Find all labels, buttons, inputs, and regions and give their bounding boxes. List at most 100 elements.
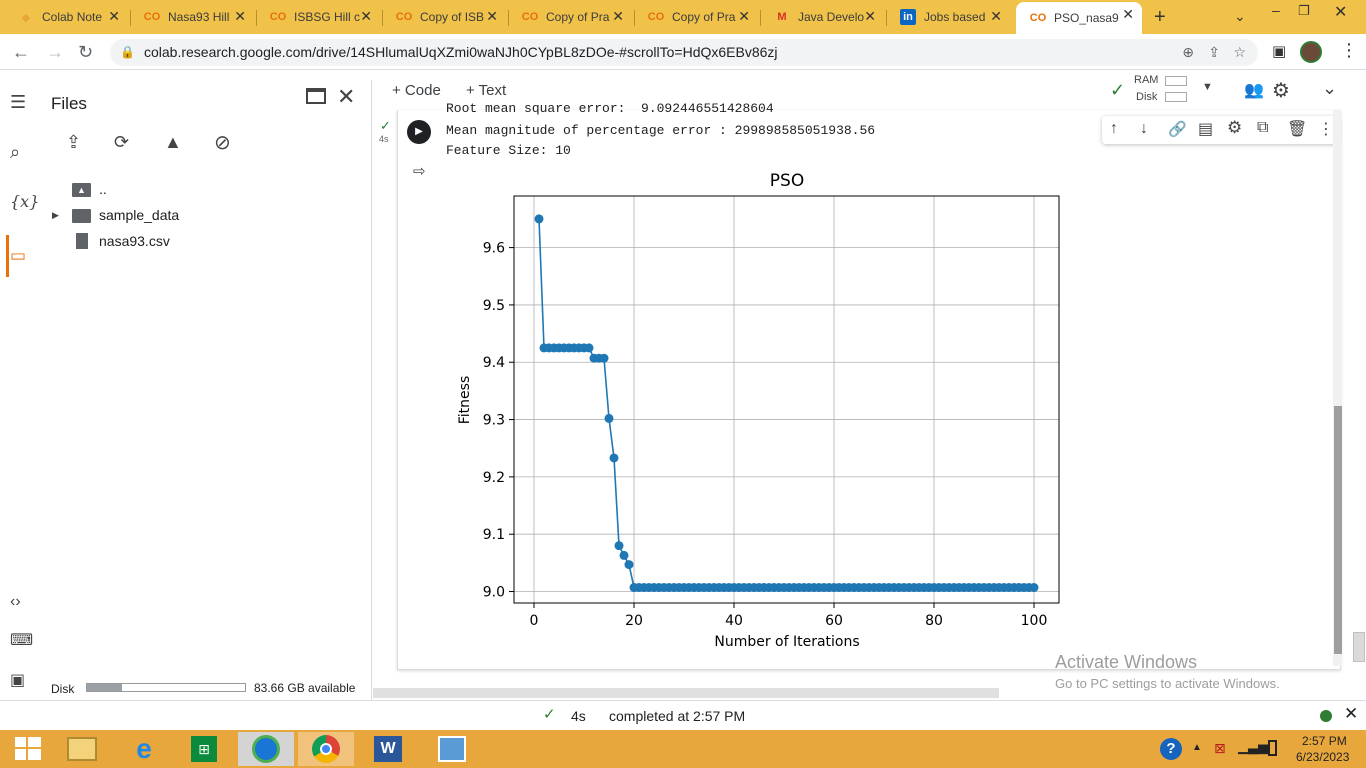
bookmark-star-icon[interactable]: ☆ xyxy=(1233,44,1246,60)
close-window-button[interactable]: ✕ xyxy=(1334,4,1348,21)
close-tab-icon[interactable]: ✕ xyxy=(234,8,246,24)
code-snippets-icon[interactable]: ‹› xyxy=(10,593,21,610)
tab-title: Java Develo xyxy=(798,10,865,24)
close-tab-icon[interactable]: ✕ xyxy=(738,8,750,24)
delete-cell-icon[interactable]: 🗑 xyxy=(1287,121,1308,138)
zoom-icon[interactable]: ⊕ xyxy=(1182,44,1194,60)
mirror-cell-icon[interactable]: ⧉ xyxy=(1257,119,1269,136)
new-tab-button[interactable]: + xyxy=(1154,6,1166,28)
edge-browser-icon[interactable] xyxy=(238,732,294,766)
tab-search-icon[interactable]: ⌄ xyxy=(1234,8,1246,24)
output-line-feature-size: Feature Size: 10 xyxy=(446,143,571,158)
photos-app-icon[interactable] xyxy=(424,732,480,766)
browser-tab[interactable]: in Jobs based ✕ xyxy=(886,4,1010,30)
variables-icon[interactable]: {x} xyxy=(10,192,40,211)
browser-tab[interactable]: CO Copy of Pra ✕ xyxy=(634,4,758,30)
close-tab-icon[interactable]: ✕ xyxy=(990,8,1002,24)
close-panel-icon[interactable]: ✕ xyxy=(337,84,356,109)
profile-avatar[interactable] xyxy=(1300,41,1322,63)
refresh-folder-icon[interactable]: ⟳ xyxy=(114,132,130,152)
file-explorer-icon[interactable] xyxy=(54,732,110,766)
cell-success-check-icon: ✓ xyxy=(380,118,391,133)
close-tab-icon[interactable]: ✕ xyxy=(864,8,876,24)
store-icon[interactable]: ⊞ xyxy=(176,732,232,766)
close-tab-icon[interactable]: ✕ xyxy=(486,8,498,24)
output-menu-icon[interactable]: ⇨ xyxy=(413,163,426,180)
battery-icon[interactable] xyxy=(1268,740,1277,756)
upload-file-icon[interactable]: ⇪ xyxy=(66,132,82,152)
tab-title: Colab Note xyxy=(42,10,103,24)
y-tick-label: 9.6 xyxy=(483,241,505,257)
forward-arrow-icon[interactable]: → xyxy=(46,42,64,62)
clock-time[interactable]: 2:57 PM xyxy=(1302,734,1347,748)
collapse-chevron-icon[interactable]: ⌄ xyxy=(1322,78,1338,98)
settings-gear-icon[interactable]: ⚙ xyxy=(1272,80,1290,102)
reload-icon[interactable]: ↻ xyxy=(78,42,94,62)
clock-date[interactable]: 6/23/2023 xyxy=(1296,750,1350,764)
file-tree-item[interactable]: ▲.. xyxy=(50,178,350,202)
browser-tab[interactable]: CO Copy of Pra ✕ xyxy=(508,4,632,30)
expand-caret-icon[interactable]: ▶ xyxy=(52,210,59,220)
disk-meter[interactable] xyxy=(1165,92,1187,102)
add-comment-icon[interactable]: ▤ xyxy=(1198,121,1214,138)
hide-files-icon[interactable]: ⊘ xyxy=(214,132,231,154)
tab-separator xyxy=(256,10,257,26)
move-cell-down-icon[interactable]: ↓ xyxy=(1140,120,1148,137)
browser-menu-icon[interactable]: ⋮ xyxy=(1340,40,1358,60)
share-icon[interactable]: ⇪ xyxy=(1208,44,1220,60)
move-cell-up-icon[interactable]: ↑ xyxy=(1110,120,1118,137)
search-icon[interactable]: ⌕ xyxy=(10,142,21,162)
command-palette-icon[interactable]: ⌨ xyxy=(10,632,34,649)
link-to-cell-icon[interactable]: 🔗 xyxy=(1168,121,1187,138)
close-tab-icon[interactable]: ✕ xyxy=(612,8,624,24)
mount-drive-icon[interactable]: ▲ xyxy=(164,132,182,152)
tab-separator xyxy=(382,10,383,26)
open-in-tab-icon[interactable] xyxy=(306,88,326,104)
folder-icon[interactable]: ▭ xyxy=(10,246,27,265)
internet-explorer-icon[interactable]: e xyxy=(136,733,152,764)
browser-tab[interactable]: ◆ Colab Note ✕ xyxy=(4,4,128,30)
add-code-button[interactable]: + Code xyxy=(392,82,441,99)
runtime-dropdown-icon[interactable]: ▼ xyxy=(1202,81,1213,93)
file-tree-item[interactable]: ▶ sample_data xyxy=(50,204,350,228)
browser-tab[interactable]: CO PSO_nasa9 ✕ xyxy=(1016,2,1142,34)
chart-title: PSO xyxy=(770,171,804,191)
cell-more-icon[interactable]: ⋮ xyxy=(1318,121,1334,138)
status-completed-text: completed at 2:57 PM xyxy=(609,708,746,724)
network-status-icon[interactable]: ⊠ xyxy=(1214,740,1226,756)
cell-settings-icon[interactable]: ⚙ xyxy=(1227,118,1243,137)
browser-tab[interactable]: CO Nasa93 Hill ✕ xyxy=(130,4,254,30)
colab-icon: CO xyxy=(1029,12,1047,24)
file-tree-item[interactable]: nasa93.csv xyxy=(50,230,350,254)
colab-icon: CO xyxy=(395,11,413,23)
minimize-window-button[interactable]: – xyxy=(1272,2,1280,18)
close-tab-icon[interactable]: ✕ xyxy=(360,8,372,24)
data-point xyxy=(599,353,609,363)
address-bar[interactable]: 🔒 colab.research.google.com/drive/14SHlu… xyxy=(110,39,1258,66)
table-of-contents-icon[interactable]: ☰ xyxy=(10,92,27,112)
run-cell-button[interactable]: ▶ xyxy=(407,120,431,144)
show-hidden-icons-icon[interactable]: ▲ xyxy=(1192,742,1202,753)
page-scrollbar-thumb[interactable] xyxy=(1353,632,1365,662)
restore-window-button[interactable]: ❐ xyxy=(1298,3,1310,18)
side-panel-icon[interactable]: ▣ xyxy=(1272,43,1287,60)
status-close-icon[interactable]: ✕ xyxy=(1344,704,1359,723)
output-scrollbar-track[interactable] xyxy=(1333,110,1341,666)
output-scrollbar-thumb[interactable] xyxy=(1334,406,1342,654)
help-icon[interactable]: ? xyxy=(1160,738,1182,760)
windows-start-icon[interactable] xyxy=(0,732,56,766)
close-tab-icon[interactable]: ✕ xyxy=(1122,6,1134,22)
back-arrow-icon[interactable]: ← xyxy=(12,42,30,62)
share-people-icon[interactable]: 👥 xyxy=(1244,82,1264,99)
browser-tab[interactable]: CO Copy of ISB ✕ xyxy=(382,4,506,30)
browser-tab[interactable]: M Java Develo ✕ xyxy=(760,4,884,30)
terminal-icon[interactable]: ▣ xyxy=(10,672,26,689)
horizontal-scrollbar[interactable] xyxy=(373,688,999,698)
word-app-icon[interactable]: W xyxy=(360,732,416,766)
close-tab-icon[interactable]: ✕ xyxy=(108,8,120,24)
add-text-button[interactable]: + Text xyxy=(466,82,507,99)
chrome-browser-icon[interactable] xyxy=(298,732,354,766)
signal-strength-icon[interactable]: ▁▃▅ xyxy=(1238,739,1268,754)
browser-tab[interactable]: CO ISBSG Hill c ✕ xyxy=(256,4,380,30)
ram-meter[interactable] xyxy=(1165,76,1187,86)
